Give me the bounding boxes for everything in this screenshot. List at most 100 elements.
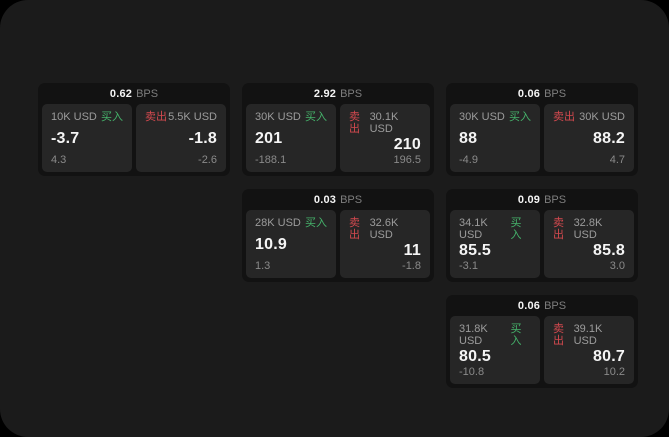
buy-sub-value: -4.9 xyxy=(459,154,478,166)
buy-amount: 10K USD xyxy=(51,111,97,123)
buy-tile[interactable]: 30K USD 买入 201 -188.1 xyxy=(246,104,336,172)
tile-row: 31.8K USD 买入 80.5 -10.8 卖出 39.1K USD 80.… xyxy=(450,316,634,384)
buy-tile[interactable]: 30K USD 买入 88 -4.9 xyxy=(450,104,540,172)
buy-sub-value: -10.8 xyxy=(459,366,485,378)
sell-tile[interactable]: 卖出 5.5K USD -1.8 -2.6 xyxy=(136,104,226,172)
bps-value: 0.62 xyxy=(109,87,133,100)
buy-amount: 34.1K USD xyxy=(459,217,488,241)
sell-tile[interactable]: 卖出 32.6K USD 11 -1.8 xyxy=(340,210,430,278)
bps-value: 2.92 xyxy=(313,87,337,100)
sell-price: 85.8 xyxy=(593,242,625,259)
tile-top: 卖出 32.6K USD xyxy=(349,217,421,241)
tile-row: 28K USD 买入 10.9 1.3 卖出 32.6K USD 11 -1.8 xyxy=(246,210,430,278)
bps-unit: BPS xyxy=(340,193,363,206)
tile-top: 卖出 30K USD xyxy=(553,111,625,123)
tile-row: 30K USD 买入 201 -188.1 卖出 30.1K USD 210 1… xyxy=(246,104,430,172)
sell-label: 卖出 xyxy=(553,323,564,347)
buy-sub-value: 4.3 xyxy=(51,154,67,166)
sell-label: 卖出 xyxy=(553,217,564,241)
sell-price: 11 xyxy=(403,242,421,259)
quote-card: 0.09 BPS 34.1K USD 买入 85.5 -3.1 卖出 32.8K… xyxy=(446,189,638,282)
bps-unit: BPS xyxy=(544,193,567,206)
quote-card: 0.03 BPS 28K USD 买入 10.9 1.3 卖出 32.6K US… xyxy=(242,189,434,282)
bps-header: 0.06 BPS xyxy=(446,295,638,316)
bps-unit: BPS xyxy=(136,87,159,100)
bps-value: 0.03 xyxy=(313,193,337,206)
bps-unit: BPS xyxy=(544,299,567,312)
sell-amount: 32.8K USD xyxy=(573,217,603,241)
tile-top: 30K USD 买入 xyxy=(255,111,327,123)
buy-label: 买入 xyxy=(510,323,522,347)
buy-amount: 30K USD xyxy=(459,111,505,123)
buy-tile[interactable]: 10K USD 买入 -3.7 4.3 xyxy=(42,104,132,172)
buy-label: 买入 xyxy=(101,111,123,123)
tile-row: 10K USD 买入 -3.7 4.3 卖出 5.5K USD -1.8 -2.… xyxy=(42,104,226,172)
tile-top: 卖出 39.1K USD xyxy=(553,323,625,347)
sell-sub-value: 4.7 xyxy=(609,154,625,166)
sell-sub-value: 10.2 xyxy=(603,366,625,378)
sell-tile[interactable]: 卖出 30.1K USD 210 196.5 xyxy=(340,104,430,172)
sell-tile[interactable]: 卖出 39.1K USD 80.7 10.2 xyxy=(544,316,634,384)
tile-row: 30K USD 买入 88 -4.9 卖出 30K USD 88.2 4.7 xyxy=(450,104,634,172)
sell-price: -1.8 xyxy=(188,130,217,147)
buy-price: 80.5 xyxy=(459,348,491,365)
tile-top: 30K USD 买入 xyxy=(459,111,531,123)
sell-amount: 32.6K USD xyxy=(369,217,399,241)
sell-sub-value: -2.6 xyxy=(198,154,217,166)
bps-header: 0.06 BPS xyxy=(446,83,638,104)
bps-unit: BPS xyxy=(340,87,363,100)
quote-card: 0.06 BPS 30K USD 买入 88 -4.9 卖出 30K USD 8… xyxy=(446,83,638,176)
tile-top: 28K USD 买入 xyxy=(255,217,327,229)
tile-top: 31.8K USD 买入 xyxy=(459,323,531,347)
buy-label: 买入 xyxy=(510,217,522,241)
sell-label: 卖出 xyxy=(349,111,360,135)
buy-sub-value: -3.1 xyxy=(459,260,478,272)
sell-tile[interactable]: 卖出 32.8K USD 85.8 3.0 xyxy=(544,210,634,278)
buy-amount: 28K USD xyxy=(255,217,301,229)
sell-price: 88.2 xyxy=(593,130,625,147)
bps-header: 0.09 BPS xyxy=(446,189,638,210)
sell-price: 80.7 xyxy=(593,348,625,365)
bps-value: 0.09 xyxy=(517,193,541,206)
bps-header: 0.03 BPS xyxy=(242,189,434,210)
buy-amount: 31.8K USD xyxy=(459,323,488,347)
buy-sub-value: -188.1 xyxy=(255,154,287,166)
sell-price: 210 xyxy=(393,136,421,153)
buy-tile[interactable]: 28K USD 买入 10.9 1.3 xyxy=(246,210,336,278)
buy-label: 买入 xyxy=(305,217,327,229)
quote-card: 0.06 BPS 31.8K USD 买入 80.5 -10.8 卖出 39.1… xyxy=(446,295,638,388)
buy-price: 10.9 xyxy=(255,236,287,253)
sell-label: 卖出 xyxy=(145,111,167,123)
buy-tile[interactable]: 31.8K USD 买入 80.5 -10.8 xyxy=(450,316,540,384)
tile-top: 卖出 30.1K USD xyxy=(349,111,421,135)
bps-value: 0.06 xyxy=(517,87,541,100)
quote-card: 0.62 BPS 10K USD 买入 -3.7 4.3 卖出 5.5K USD… xyxy=(38,83,230,176)
sell-label: 卖出 xyxy=(553,111,575,123)
tile-top: 卖出 5.5K USD xyxy=(145,111,217,123)
buy-price: 201 xyxy=(255,130,283,147)
bps-value: 0.06 xyxy=(517,299,541,312)
tile-row: 34.1K USD 买入 85.5 -3.1 卖出 32.8K USD 85.8… xyxy=(450,210,634,278)
buy-sub-value: 1.3 xyxy=(255,260,271,272)
quote-card: 2.92 BPS 30K USD 买入 201 -188.1 卖出 30.1K … xyxy=(242,83,434,176)
sell-sub-value: 3.0 xyxy=(609,260,625,272)
tile-top: 34.1K USD 买入 xyxy=(459,217,531,241)
sell-tile[interactable]: 卖出 30K USD 88.2 4.7 xyxy=(544,104,634,172)
buy-price: -3.7 xyxy=(51,130,80,147)
tile-top: 卖出 32.8K USD xyxy=(553,217,625,241)
buy-price: 85.5 xyxy=(459,242,491,259)
buy-label: 买入 xyxy=(305,111,327,123)
sell-label: 卖出 xyxy=(349,217,360,241)
buy-amount: 30K USD xyxy=(255,111,301,123)
sell-amount: 5.5K USD xyxy=(168,111,217,123)
sell-sub-value: 196.5 xyxy=(393,154,421,166)
sell-sub-value: -1.8 xyxy=(402,260,421,272)
tile-top: 10K USD 买入 xyxy=(51,111,123,123)
buy-tile[interactable]: 34.1K USD 买入 85.5 -3.1 xyxy=(450,210,540,278)
sell-amount: 30K USD xyxy=(579,111,625,123)
bps-header: 2.92 BPS xyxy=(242,83,434,104)
bps-header: 0.62 BPS xyxy=(38,83,230,104)
sell-amount: 39.1K USD xyxy=(573,323,603,347)
bps-unit: BPS xyxy=(544,87,567,100)
